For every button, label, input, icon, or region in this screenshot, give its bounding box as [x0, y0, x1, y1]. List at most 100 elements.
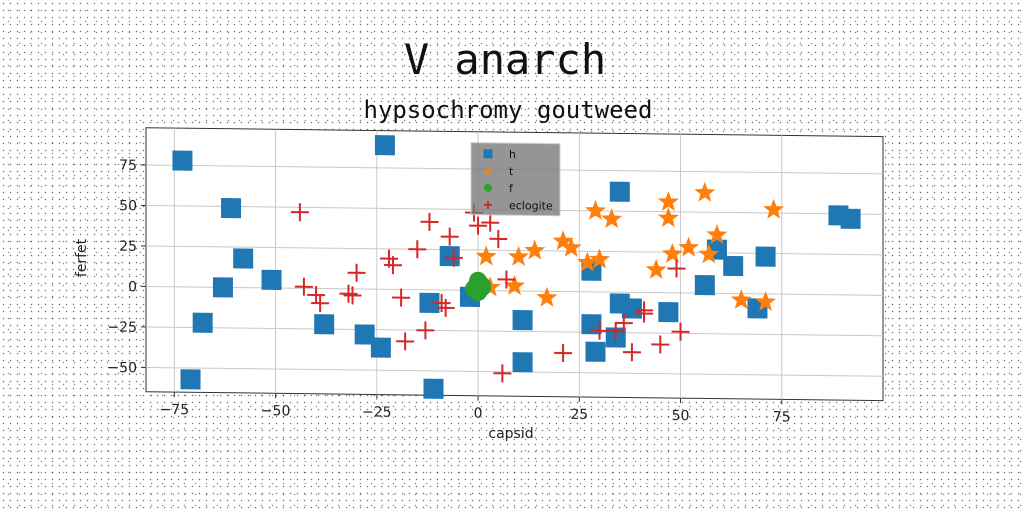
- point-t: [524, 239, 546, 260]
- point-t: [475, 245, 497, 266]
- legend-marker-h: [483, 149, 493, 159]
- point-h: [221, 198, 242, 219]
- point-t: [645, 258, 667, 279]
- point-h: [370, 337, 391, 358]
- point-h: [354, 324, 375, 345]
- legend-label-t: t: [509, 165, 514, 178]
- legend-label-h: h: [509, 148, 516, 161]
- legend-label-eclogite: eclogite: [509, 199, 553, 213]
- point-h: [840, 208, 861, 229]
- point-h: [585, 341, 606, 362]
- point-eclogite: [311, 294, 330, 313]
- point-h: [423, 378, 444, 399]
- legend-label-f: f: [509, 182, 514, 195]
- point-t: [763, 198, 785, 219]
- point-t: [755, 290, 776, 311]
- axis-ticks: −75 −50 −25 0 25 50 75 −50 −25 0 25 50 75: [107, 158, 790, 426]
- point-h: [261, 269, 282, 291]
- point-h: [374, 135, 395, 156]
- point-eclogite: [635, 304, 654, 323]
- x-tick-label: 50: [672, 408, 690, 424]
- point-eclogite: [307, 285, 326, 305]
- legend-marker-f: [483, 183, 493, 192]
- point-h: [180, 369, 201, 390]
- point-h: [581, 314, 602, 335]
- point-t: [508, 245, 529, 266]
- data-marks: [172, 135, 861, 399]
- point-eclogite: [432, 293, 451, 312]
- point-eclogite: [667, 259, 686, 278]
- point-eclogite: [671, 322, 690, 341]
- point-t: [585, 199, 606, 220]
- point-h: [512, 310, 533, 331]
- point-eclogite: [384, 256, 403, 275]
- x-tick-label: −75: [160, 402, 190, 418]
- point-t: [504, 275, 525, 296]
- point-h: [755, 246, 776, 267]
- point-eclogite: [497, 270, 516, 289]
- point-h: [233, 248, 254, 269]
- chart-title: V anarch: [404, 35, 606, 84]
- y-tick-label: −25: [107, 320, 137, 336]
- point-t: [657, 191, 679, 211]
- point-eclogite: [396, 332, 415, 351]
- point-h: [621, 298, 642, 319]
- point-h: [419, 292, 440, 313]
- point-eclogite: [469, 216, 488, 235]
- point-eclogite: [590, 321, 609, 340]
- point-t: [576, 251, 598, 272]
- point-t: [730, 289, 752, 310]
- point-eclogite: [440, 227, 459, 246]
- y-tick-label: 50: [119, 198, 137, 214]
- x-tick-label: −25: [362, 404, 392, 420]
- point-eclogite: [651, 335, 670, 354]
- x-tick-label: 25: [570, 407, 588, 423]
- x-tick-label: −50: [261, 403, 291, 419]
- chart-subtitle: hypsochromy goutweed: [364, 96, 653, 124]
- point-t: [662, 242, 683, 263]
- point-eclogite: [436, 298, 455, 317]
- point-t: [601, 208, 623, 229]
- point-t: [589, 248, 610, 269]
- point-eclogite: [392, 288, 411, 307]
- point-h: [723, 255, 744, 277]
- point-eclogite: [347, 263, 366, 282]
- point-h: [609, 181, 630, 202]
- point-t: [694, 181, 716, 202]
- point-t: [560, 236, 582, 257]
- point-eclogite: [294, 277, 313, 296]
- legend-marker-t: [483, 165, 493, 175]
- point-t: [698, 243, 720, 264]
- point-f: [469, 271, 488, 290]
- point-h: [212, 277, 233, 298]
- plot-area: −75 −50 −25 0 25 50 75 −50 −25 0 25 50 75 htf eclogit…: [107, 127, 884, 426]
- y-tick-label: 75: [119, 158, 137, 174]
- point-h: [694, 274, 715, 296]
- point-eclogite: [416, 321, 435, 340]
- point-h: [512, 352, 533, 373]
- y-tick-label: 0: [128, 279, 137, 295]
- point-eclogite: [614, 313, 633, 332]
- point-h: [658, 302, 679, 323]
- point-h: [439, 245, 460, 267]
- point-eclogite: [339, 284, 358, 303]
- y-tick-label: 25: [119, 239, 137, 255]
- point-eclogite: [420, 212, 439, 231]
- point-t: [552, 230, 574, 251]
- point-h: [172, 150, 193, 171]
- point-t: [706, 224, 728, 244]
- point-eclogite: [343, 286, 362, 305]
- x-tick-label: 75: [773, 409, 791, 425]
- x-tick-label: 0: [474, 406, 483, 422]
- legend: htf eclogite: [470, 142, 561, 217]
- point-t: [657, 207, 679, 228]
- point-eclogite: [408, 240, 427, 259]
- point-eclogite: [622, 343, 641, 362]
- point-eclogite: [554, 344, 573, 363]
- point-eclogite: [606, 321, 625, 340]
- point-eclogite: [290, 203, 309, 222]
- point-h: [314, 314, 335, 335]
- point-eclogite: [489, 229, 508, 248]
- y-axis-label: ferfet: [74, 238, 90, 277]
